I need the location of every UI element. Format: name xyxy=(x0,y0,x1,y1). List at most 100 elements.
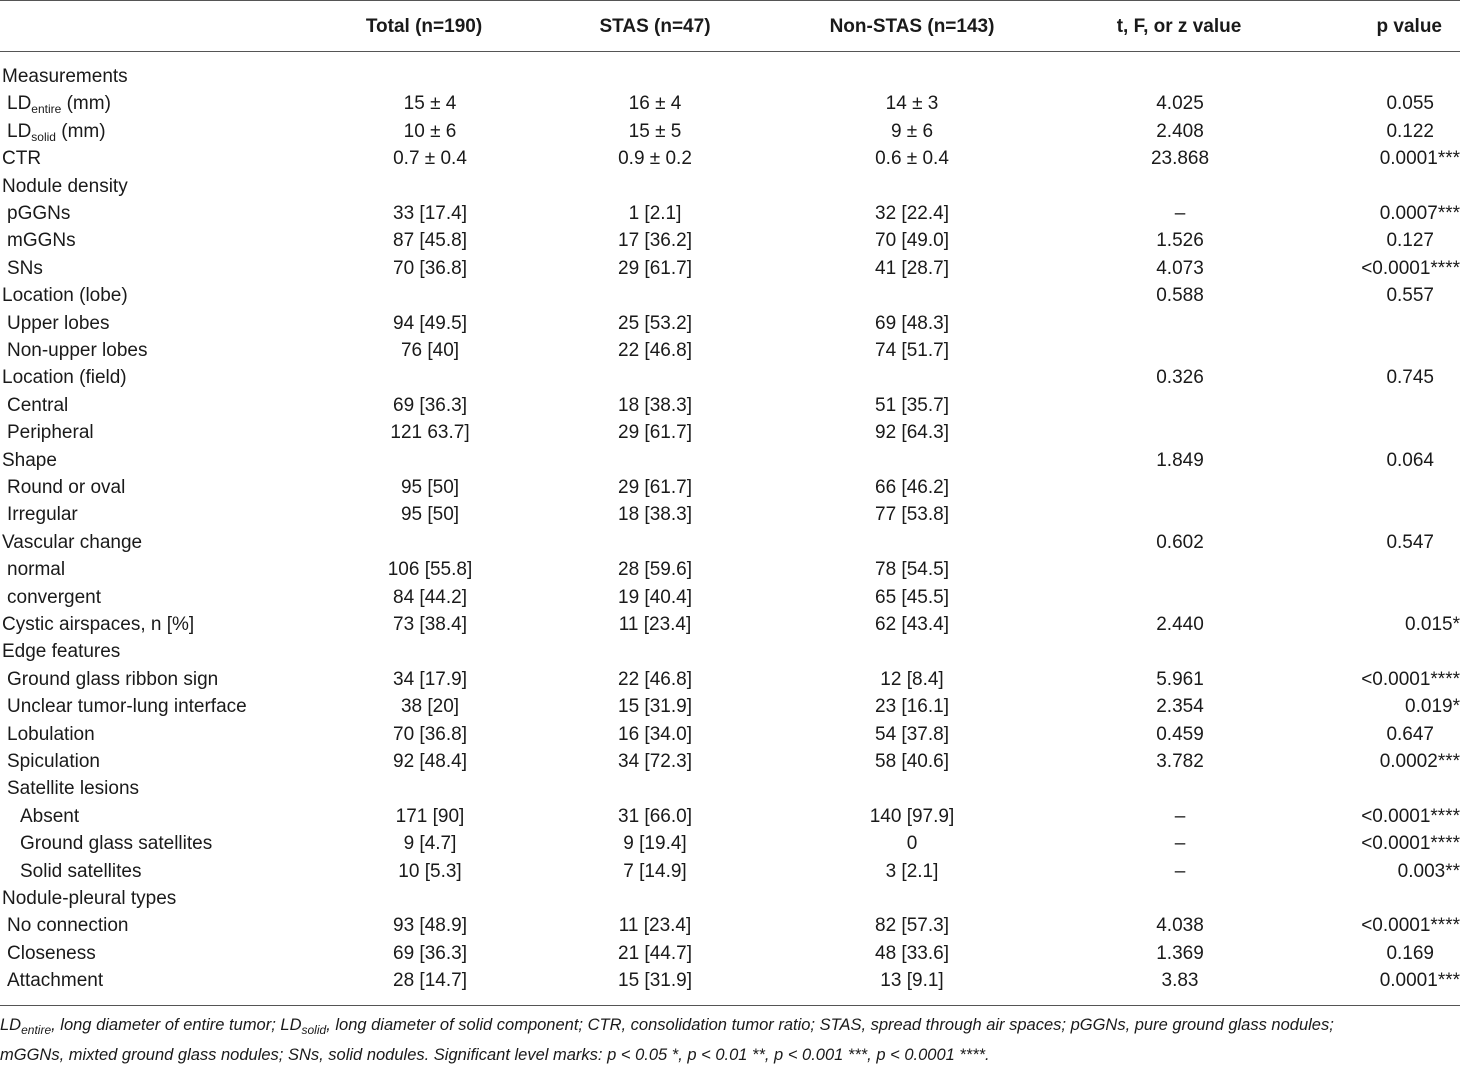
table-row: LDsolid (mm) 10 ± 6 15 ± 5 9 ± 6 2.408 0.122 xyxy=(0,118,1460,145)
cell-stas: 28 [59.6] xyxy=(618,559,692,581)
cell-stas: 11 [23.4] xyxy=(618,614,692,635)
table-row: pGGNs 33 [17.4] 1 [2.1] 32 [22.4] – 0.0007*** xyxy=(0,200,1460,227)
cell-total: 70 [36.8] xyxy=(393,257,467,279)
header-non-stas: Non-STAS (n=143) xyxy=(829,16,995,37)
table-row: No connection 93 [48.9] 11 [23.4] 82 [57.3]… xyxy=(0,912,1460,939)
row-label: Peripheral xyxy=(7,422,94,444)
row-label: Measurements xyxy=(2,66,128,87)
row-label: Irregular xyxy=(7,504,78,526)
table-row: Closeness 69 [36.3] 21 [44.7] 48 [33.6] 1.36… xyxy=(0,940,1460,967)
row-label: Absent xyxy=(20,805,80,827)
cell-stat-value: 2.440 xyxy=(1156,614,1204,635)
footnote-line-1: LDentire, long diameter of entire tumor;… xyxy=(0,1016,1334,1037)
cell-p-value: 0.015* xyxy=(1405,614,1460,635)
table-row: normal 106 [55.8] 28 [59.6] 78 [54.5] xyxy=(0,556,1460,583)
row-label: Edge features xyxy=(2,641,121,663)
cell-stas: 18 [38.3] xyxy=(618,394,692,416)
cell-p-value: 0.0001*** xyxy=(1379,970,1460,992)
cell-p-value: 0.0007*** xyxy=(1379,203,1460,224)
table-row: Vascular change 0.602 0.547 xyxy=(0,529,1460,556)
cell-stat-value: 3.83 xyxy=(1161,970,1199,992)
row-label: Satellite lesions xyxy=(7,778,140,800)
cell-non-stas: 3 [2.1] xyxy=(885,860,939,882)
row-label: Location (field) xyxy=(2,367,127,389)
table-row: Non-upper lobes 76 [40] 22 [46.8] 74 [51.7] xyxy=(0,337,1460,364)
row-label: Attachment xyxy=(7,970,104,992)
cell-stas: 25 [53.2] xyxy=(618,312,692,334)
cell-non-stas: 70 [49.0] xyxy=(875,230,949,252)
cell-non-stas: 48 [33.6] xyxy=(875,942,949,964)
cell-total: 70 [36.8] xyxy=(393,723,467,745)
cell-p-value: 0.547 xyxy=(1386,531,1434,553)
cell-total: 121 63.7] xyxy=(390,422,470,444)
cell-stat-value: 23.868 xyxy=(1150,148,1210,170)
row-label: Non-upper lobes xyxy=(7,340,148,361)
row-label: Cystic airspaces, n [%] xyxy=(2,614,195,635)
row-label: No connection xyxy=(7,915,129,937)
cell-non-stas: 92 [64.3] xyxy=(875,422,949,444)
cell-stat-value: 2.408 xyxy=(1156,120,1204,142)
row-label: Ground glass ribbon sign xyxy=(7,668,219,690)
cell-stat-value: 3.782 xyxy=(1156,751,1204,772)
cell-stat-value: 0.459 xyxy=(1156,723,1204,745)
cell-total: 87 [45.8] xyxy=(393,230,467,252)
table-row: Irregular 95 [50] 18 [38.3] 77 [53.8] xyxy=(0,501,1460,528)
cell-non-stas: 74 [51.7] xyxy=(875,340,949,361)
row-label: Ground glass satellites xyxy=(20,833,213,855)
row-label: Upper lobes xyxy=(7,312,110,334)
row-label: Round or oval xyxy=(7,477,126,498)
footnote-line-2: mGGNs, mixted ground glass nodules; SNs,… xyxy=(0,1046,990,1064)
cell-non-stas: 13 [9.1] xyxy=(880,970,944,992)
cell-p-value: 0.019* xyxy=(1405,696,1460,718)
cell-stat-value: 2.354 xyxy=(1156,696,1204,718)
row-label: Nodule density xyxy=(2,175,128,197)
table-row: LDentire (mm) 15 ± 4 16 ± 4 14 ± 3 4.025 0.05… xyxy=(0,90,1460,117)
row-label: Vascular change xyxy=(2,531,143,553)
table-row: Nodule-pleural types xyxy=(0,885,1460,912)
row-label: Solid satellites xyxy=(20,860,142,882)
cell-p-value: 0.003** xyxy=(1397,860,1460,882)
table-row: Absent 171 [90] 31 [66.0] 140 [97.9] – <0.000… xyxy=(0,803,1460,830)
row-label: LDsolid (mm) xyxy=(7,120,106,144)
row-label: LDentire (mm) xyxy=(7,93,111,117)
cell-total: 10 ± 6 xyxy=(403,120,457,142)
header-stat-value: t, F, or z value xyxy=(1116,16,1242,37)
table-row: Round or oval 95 [50] 29 [61.7] 66 [46.2] xyxy=(0,474,1460,501)
cell-p-value: 0.055 xyxy=(1386,93,1434,115)
table-row: Satellite lesions xyxy=(0,775,1460,802)
cell-total: 34 [17.9] xyxy=(393,668,467,690)
cell-total: 33 [17.4] xyxy=(393,203,467,224)
cell-non-stas: 82 [57.3] xyxy=(875,915,949,937)
cell-total: 106 [55.8] xyxy=(387,559,473,581)
cell-non-stas: 0 xyxy=(906,833,918,855)
cell-stas: 11 [23.4] xyxy=(618,915,692,937)
cell-stat-value: 4.038 xyxy=(1156,915,1204,937)
table-row: Edge features xyxy=(0,638,1460,665)
cell-total: 76 [40] xyxy=(400,340,460,361)
cell-stas: 17 [36.2] xyxy=(618,230,692,252)
cell-p-value: 0.127 xyxy=(1386,230,1434,252)
cell-non-stas: 14 ± 3 xyxy=(885,93,939,115)
table-row: SNs 70 [36.8] 29 [61.7] 41 [28.7] 4.073 <0.00… xyxy=(0,255,1460,282)
cell-stat-value: 0.602 xyxy=(1156,531,1204,553)
cell-total: 95 [50] xyxy=(400,477,460,498)
cell-p-value: 0.169 xyxy=(1386,942,1434,964)
cell-stas: 29 [61.7] xyxy=(618,422,692,444)
table-row: Nodule density xyxy=(0,173,1460,200)
table-row: Location (field) 0.326 0.745 xyxy=(0,364,1460,391)
cell-total: 84 [44.2] xyxy=(393,586,467,608)
row-label: Shape xyxy=(2,449,57,471)
cell-total: 10 [5.3] xyxy=(398,860,462,882)
cell-stat-value: – xyxy=(1174,805,1186,827)
cell-p-value: 0.647 xyxy=(1386,723,1434,745)
cell-stas: 31 [66.0] xyxy=(618,805,692,827)
cell-non-stas: 69 [48.3] xyxy=(875,312,949,334)
cell-stas: 19 [40.4] xyxy=(618,586,692,608)
table-row: Ground glass satellites 9 [4.7] 9 [19.4] 0 –… xyxy=(0,830,1460,857)
cell-stas: 9 [19.4] xyxy=(623,833,687,855)
cell-p-value: 0.745 xyxy=(1386,367,1434,389)
cell-non-stas: 54 [37.8] xyxy=(875,723,949,745)
row-label: Unclear tumor-lung interface xyxy=(7,696,247,718)
header-total: Total (n=190) xyxy=(365,16,483,37)
row-label: Closeness xyxy=(7,942,96,964)
